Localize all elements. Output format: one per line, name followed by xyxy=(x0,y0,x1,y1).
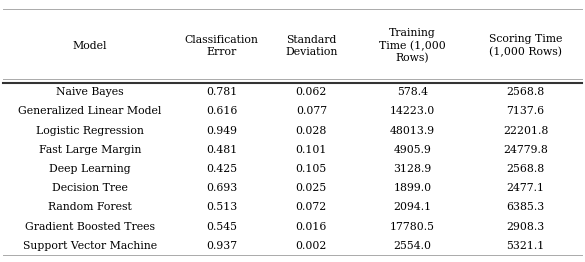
Text: 0.025: 0.025 xyxy=(295,183,327,193)
Text: Logistic Regression: Logistic Regression xyxy=(36,125,144,135)
Text: 24779.8: 24779.8 xyxy=(503,145,548,155)
Text: 4905.9: 4905.9 xyxy=(394,145,432,155)
Text: Support Vector Machine: Support Vector Machine xyxy=(23,241,157,251)
Text: 0.616: 0.616 xyxy=(206,106,238,116)
Text: Gradient Boosted Trees: Gradient Boosted Trees xyxy=(25,222,155,232)
Text: Model: Model xyxy=(73,41,107,51)
Text: Naive Bayes: Naive Bayes xyxy=(56,87,123,97)
Text: 0.513: 0.513 xyxy=(206,203,237,212)
Text: 3128.9: 3128.9 xyxy=(394,164,432,174)
Text: Classification
Error: Classification Error xyxy=(185,35,259,57)
Text: 2554.0: 2554.0 xyxy=(394,241,432,251)
Text: 2908.3: 2908.3 xyxy=(507,222,545,232)
Text: 0.077: 0.077 xyxy=(296,106,327,116)
Text: 0.002: 0.002 xyxy=(295,241,327,251)
Text: 2477.1: 2477.1 xyxy=(507,183,545,193)
Text: 0.693: 0.693 xyxy=(206,183,237,193)
Text: Standard
Deviation: Standard Deviation xyxy=(285,35,338,57)
Text: 2568.8: 2568.8 xyxy=(507,164,545,174)
Text: 0.949: 0.949 xyxy=(206,125,237,135)
Text: Random Forest: Random Forest xyxy=(48,203,132,212)
Text: 0.545: 0.545 xyxy=(206,222,237,232)
Text: Generalized Linear Model: Generalized Linear Model xyxy=(18,106,161,116)
Text: 0.101: 0.101 xyxy=(295,145,327,155)
Text: 0.937: 0.937 xyxy=(206,241,237,251)
Text: Decision Tree: Decision Tree xyxy=(52,183,128,193)
Text: 2568.8: 2568.8 xyxy=(507,87,545,97)
Text: 0.028: 0.028 xyxy=(295,125,327,135)
Text: 0.781: 0.781 xyxy=(206,87,237,97)
Text: 1899.0: 1899.0 xyxy=(394,183,432,193)
Text: 17780.5: 17780.5 xyxy=(390,222,435,232)
Text: 0.072: 0.072 xyxy=(295,203,327,212)
Text: 14223.0: 14223.0 xyxy=(390,106,435,116)
Text: 2094.1: 2094.1 xyxy=(394,203,432,212)
Text: 0.481: 0.481 xyxy=(206,145,237,155)
Text: Training
Time (1,000
Rows): Training Time (1,000 Rows) xyxy=(379,28,446,64)
Text: 0.105: 0.105 xyxy=(295,164,327,174)
Text: Deep Learning: Deep Learning xyxy=(49,164,130,174)
Text: 5321.1: 5321.1 xyxy=(507,241,545,251)
Text: 0.062: 0.062 xyxy=(295,87,327,97)
Text: 578.4: 578.4 xyxy=(397,87,428,97)
Text: 0.425: 0.425 xyxy=(206,164,237,174)
Text: 22201.8: 22201.8 xyxy=(503,125,548,135)
Text: Scoring Time
(1,000 Rows): Scoring Time (1,000 Rows) xyxy=(489,34,562,57)
Text: 6385.3: 6385.3 xyxy=(507,203,545,212)
Text: 0.016: 0.016 xyxy=(295,222,327,232)
Text: 7137.6: 7137.6 xyxy=(507,106,545,116)
Text: 48013.9: 48013.9 xyxy=(390,125,435,135)
Text: Fast Large Margin: Fast Large Margin xyxy=(39,145,141,155)
